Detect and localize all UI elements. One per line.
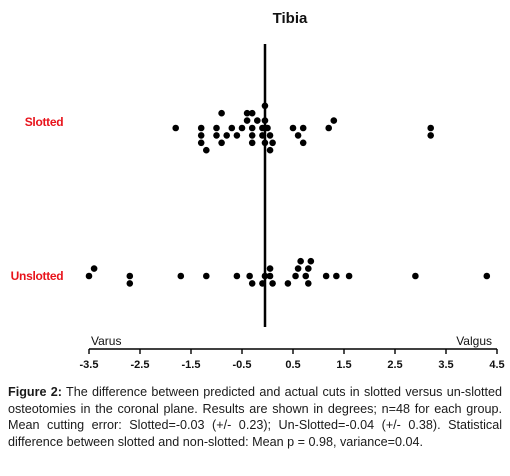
data-point-unslotted (248, 280, 256, 287)
data-point-slotted (261, 139, 269, 147)
data-point-unslotted (292, 272, 299, 280)
data-point-unslotted (333, 272, 340, 280)
data-point-slotted (213, 132, 220, 139)
data-point-slotted (427, 132, 435, 139)
data-point-unslotted (345, 272, 353, 280)
x-tick-label: -0.5 (233, 359, 252, 371)
x-tick-label: -3.5 (80, 359, 99, 371)
data-point-unslotted (177, 272, 185, 280)
data-point-slotted (243, 109, 251, 117)
data-point-slotted (197, 124, 205, 132)
x-tick-label: -2.5 (131, 359, 150, 371)
data-point-unslotted (269, 280, 276, 287)
data-point-slotted (289, 124, 297, 132)
data-point-slotted (213, 124, 220, 132)
chart-title: Tibia (273, 10, 308, 27)
x-tick-label: 4.5 (489, 359, 504, 371)
data-point-slotted (172, 124, 179, 132)
data-point-slotted (266, 132, 274, 139)
data-point-unslotted (261, 272, 269, 280)
data-point-slotted (197, 139, 205, 147)
data-point-unslotted (284, 280, 292, 287)
data-point-slotted (218, 109, 225, 117)
data-point-slotted (248, 132, 256, 139)
data-point-unslotted (322, 272, 330, 280)
figure-label: Figure 2: (8, 385, 62, 399)
data-point-slotted (228, 124, 236, 132)
data-point-slotted (294, 132, 302, 139)
data-point-slotted (264, 124, 271, 132)
data-point-unslotted (126, 280, 134, 287)
data-point-unslotted (305, 265, 312, 272)
data-point-slotted (248, 124, 256, 132)
data-point-unslotted (90, 265, 98, 272)
data-point-slotted (233, 132, 241, 139)
data-point-slotted (325, 124, 333, 132)
data-point-slotted (197, 132, 205, 139)
data-point-unslotted (233, 272, 241, 280)
data-point-slotted (259, 124, 266, 132)
data-point-unslotted (85, 272, 93, 280)
category-label-slotted: Slotted (25, 115, 64, 129)
caption-text: The difference between predicted and act… (8, 385, 503, 449)
category-label-unslotted: Unslotted (11, 269, 64, 283)
data-point-unslotted (266, 265, 274, 272)
x-tick-label: 0.5 (285, 359, 300, 371)
data-point-slotted (253, 117, 261, 124)
data-point-unslotted (302, 272, 310, 280)
data-point-unslotted (483, 272, 491, 280)
data-point-slotted (248, 139, 256, 147)
x-tick-label: 3.5 (438, 359, 453, 371)
data-point-slotted (261, 117, 269, 124)
data-point-slotted (259, 132, 266, 139)
data-point-unslotted (246, 272, 253, 280)
data-point-unslotted (305, 280, 312, 287)
x-axis-ticks: -3.5 -2.5 -1.5 -0.5 0.5 1.5 2.5 3.5 4.5 (80, 349, 505, 371)
x-tick-label: 1.5 (336, 359, 351, 371)
data-point-slotted (248, 109, 256, 117)
figure-caption: Figure 2: The difference between predict… (8, 384, 502, 450)
valgus-label: Valgus (456, 334, 492, 348)
data-point-unslotted (297, 257, 304, 265)
data-point-unslotted (412, 272, 419, 280)
data-point-slotted (427, 124, 435, 132)
data-point-unslotted (266, 272, 274, 280)
data-point-slotted (261, 102, 269, 110)
data-point-unslotted (259, 280, 266, 287)
data-point-slotted (243, 117, 251, 124)
x-tick-label: -1.5 (182, 359, 201, 371)
data-point-slotted (218, 139, 225, 147)
tibia-scatter-plot: Tibia Slotted Unslotted Varus Valgus -3.… (11, 10, 505, 371)
data-point-unslotted (126, 272, 134, 280)
data-point-unslotted (294, 265, 302, 272)
x-tick-label: 2.5 (387, 359, 402, 371)
data-point-slotted (203, 146, 210, 154)
data-points (85, 102, 491, 287)
data-point-slotted (330, 117, 338, 124)
data-point-unslotted (203, 272, 210, 280)
varus-label: Varus (91, 334, 121, 348)
data-point-slotted (238, 124, 246, 132)
data-point-slotted (299, 124, 307, 132)
data-point-slotted (299, 139, 307, 147)
data-point-slotted (223, 132, 230, 139)
data-point-unslotted (307, 257, 315, 265)
data-point-slotted (269, 139, 276, 147)
data-point-slotted (266, 146, 274, 154)
